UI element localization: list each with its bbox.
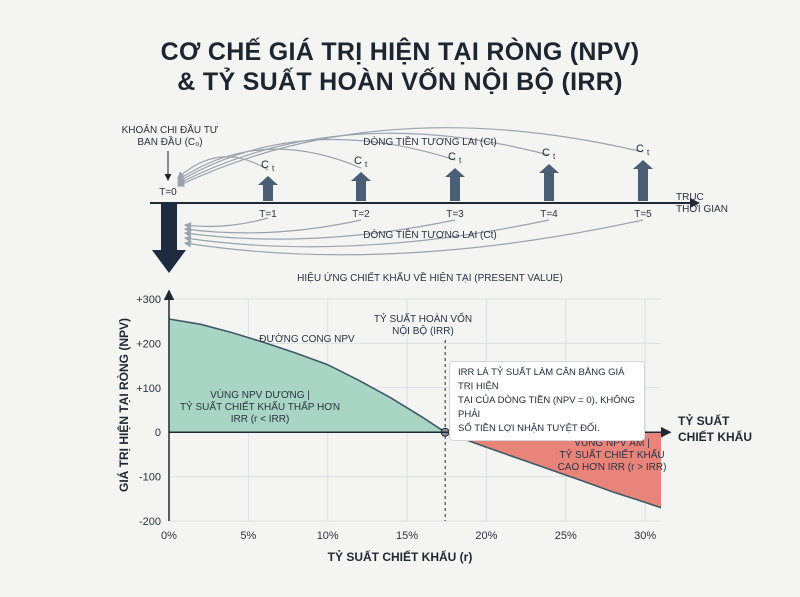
- initial-outlay-label-line1: KHOẢN CHI ĐẦU TƯ: [122, 123, 219, 136]
- cash-flow-arrow-icon: [539, 164, 559, 201]
- callout-line2: TẠI CỦA DÒNG TIỀN (NPV = 0), KHÔNG PHẢI: [458, 395, 635, 420]
- page-title-line-2: & TỶ SUẤT HOÀN VỐN NỘI BỘ (IRR): [177, 68, 623, 96]
- cash-flow-subscript: t: [459, 156, 462, 165]
- positive-npv-region: [169, 318, 446, 433]
- x-tick-label: 20%: [475, 530, 497, 542]
- y-tick-label: -100: [139, 472, 161, 484]
- cash-flow-arrow-icon: [445, 168, 465, 201]
- callout-line3: SỐ TIỀN LỢI NHẬN TUYỆT ĐỐI.: [458, 423, 600, 434]
- x-tick-label: 25%: [555, 530, 577, 542]
- time-axis-label-line2: THỜI GIAN: [676, 202, 728, 215]
- negative-region-label-line2: TỶ SUẤT CHIẾT KHẤU: [559, 448, 664, 461]
- discount-arc-top-2: [177, 148, 362, 181]
- discount-arc-bottom-5: [183, 219, 644, 256]
- x-axis-label: TỶ SUẤT CHIẾT KHẤU (r): [328, 549, 473, 564]
- callout-line1: IRR LÀ TỶ SUẤT LÀM CÂN BẰNG GIÁ TRỊ HIỆN: [458, 367, 625, 392]
- cash-flow-symbol: C: [636, 143, 644, 155]
- x-tick-label: 5%: [240, 530, 256, 542]
- cash-flow-arrow-icon: [633, 160, 653, 201]
- cash-flow-symbol: C: [261, 159, 269, 171]
- x-tick-label: 0%: [161, 530, 177, 542]
- future-flows-bottom-label: DÒNG TIỀN TƯƠNG LAI (Ct): [363, 228, 496, 241]
- y-axis-label: GIÁ TRỊ HIỆN TẠI RÒNG (NPV): [116, 318, 131, 492]
- cash-flow-symbol: C: [354, 155, 362, 167]
- cash-flow-arrow-icon: [351, 172, 371, 201]
- irr-callout: IRR LÀ TỶ SUẤT LÀM CÂN BẰNG GIÁ TRỊ HIỆN…: [449, 361, 645, 441]
- discount-arc-bottom-1: [183, 217, 269, 230]
- y-tick-label: 0: [155, 427, 161, 439]
- x-axis-title-line1: TỶ SUẤT: [678, 413, 730, 428]
- positive-region-label-line2: TỶ SUẤT CHIẾT KHẤU THẤP HƠN: [180, 400, 340, 413]
- irr-label-line1: TỶ SUẤT HOÀN VỐN: [374, 311, 472, 325]
- y-tick-label: +100: [136, 383, 161, 395]
- cash-flow-subscript: t: [365, 160, 368, 169]
- discount-arc-top-5: [176, 127, 644, 187]
- npv-curve-line: [168, 318, 662, 509]
- cash-flow-arrow-icon: [258, 176, 278, 201]
- period-label: T=3: [446, 209, 464, 220]
- irr-label-line2: NỘI BỘ (IRR): [392, 324, 454, 337]
- page-title-line-1: CƠ CHẾ GIÁ TRỊ HIỆN TẠI RÒNG (NPV): [160, 38, 640, 66]
- time-axis-arrow-icon: [690, 198, 700, 208]
- y-tick-label: +200: [136, 338, 161, 350]
- y-tick-label: +300: [136, 294, 161, 306]
- period-label: T=2: [352, 209, 370, 220]
- cash-flow-symbol: C: [542, 147, 550, 159]
- initial-outlay-label-line2: BAN ĐẦU (C₀): [137, 135, 202, 148]
- x-axis-title-line2: CHIẾT KHẤU: [678, 429, 752, 444]
- x-tick-label: 30%: [634, 530, 656, 542]
- timeline: KHOẢN CHI ĐẦU TƯ BAN ĐẦU (C₀) T=0 TRỤC T…: [122, 123, 728, 284]
- discount-arc-top-4: [176, 132, 550, 185]
- period-label: T=5: [634, 209, 652, 220]
- future-flows-top-label: DÒNG TIỀN TƯƠNG LAI (Ct): [363, 135, 496, 148]
- discount-arc-bottom-3: [183, 219, 456, 240]
- y-tick-label: -200: [139, 516, 161, 528]
- x-tick-label: 10%: [317, 530, 339, 542]
- discount-arc-bottom-4: [183, 219, 550, 248]
- x-tick-label: 15%: [396, 530, 418, 542]
- discount-effect-label: HIỆU ỨNG CHIẾT KHẤU VỀ HIỆN TẠI (PRESENT…: [297, 271, 563, 284]
- npv-curve-label: ĐƯỜNG CONG NPV: [259, 332, 355, 345]
- period-label: T=1: [259, 209, 277, 220]
- positive-region-label-line3: IRR (r < IRR): [231, 414, 290, 425]
- time-axis-label-line1: TRỤC: [676, 192, 704, 203]
- cash-flow-subscript: t: [647, 148, 650, 157]
- cash-flow-subscript: t: [553, 152, 556, 161]
- period-label: T=4: [540, 209, 558, 220]
- initial-investment-arrow-icon: [152, 203, 186, 273]
- negative-region-label-line3: CAO HƠN IRR (r > IRR): [558, 462, 667, 473]
- cash-flow-subscript: t: [272, 164, 275, 173]
- positive-region-label-line1: VÙNG NPV DƯƠNG |: [210, 388, 310, 401]
- discount-arc-bottom-2: [183, 219, 362, 234]
- cash-flow-symbol: C: [448, 151, 456, 163]
- discount-arc-top-1: [177, 156, 269, 179]
- t0-label: T=0: [159, 187, 177, 198]
